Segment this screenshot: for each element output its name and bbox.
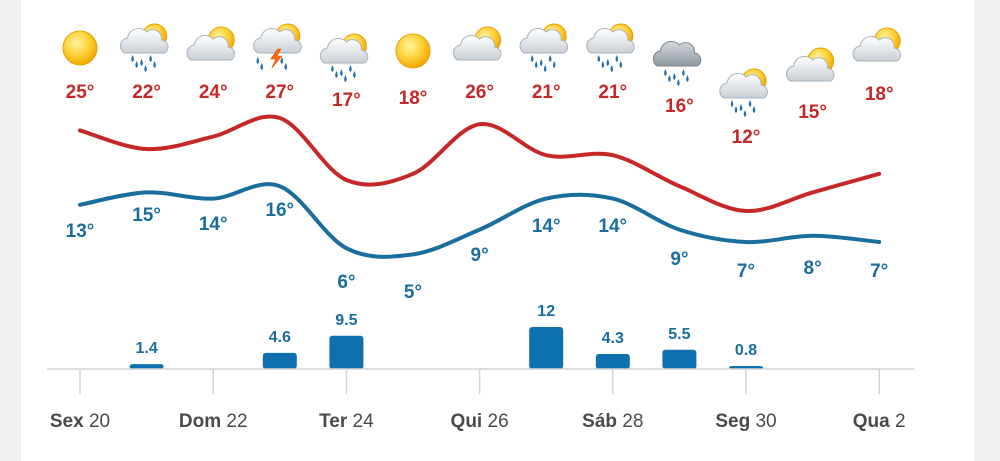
precipitation-bars: 1.4 4.6 9.5 12 4.3 5.5 0.8 <box>129 303 763 369</box>
x-axis: Sex 20 Dom 22 Ter 24 Qui 26 Sáb 28 Seg 30 Qua … <box>47 368 914 432</box>
x-tick-label: Sex 20 <box>50 411 110 432</box>
sun-icon <box>62 30 98 66</box>
series-max-line <box>78 114 882 214</box>
max-temp-label: 12° <box>732 127 761 148</box>
min-temp-label: 14° <box>532 216 561 237</box>
tick-day-number: 24 <box>353 411 375 432</box>
rain-sun-icon <box>519 23 569 72</box>
max-temp-label: 21° <box>598 82 627 103</box>
min-temp-label: 14° <box>199 214 228 235</box>
precip-bar <box>329 335 364 369</box>
min-temp-label: 16° <box>265 200 294 221</box>
temperature-labels: 25° 22° 24° 27° 17° 18° 26° 21° 21° 16° 12° 15° 18° 1… <box>66 82 894 303</box>
cloud-sun-icon <box>452 26 502 61</box>
x-tick-label: Seg 30 <box>715 411 776 432</box>
max-temp-label: 27° <box>265 82 294 103</box>
tick-day-number: 28 <box>622 411 643 432</box>
min-temp-label: 6° <box>337 272 355 293</box>
x-tick-label: Dom 22 <box>179 411 248 432</box>
min-temp-label: 7° <box>870 261 888 282</box>
max-temp-label: 26° <box>465 82 494 103</box>
rain-cloud-icon <box>652 40 702 86</box>
precip-label: 0.8 <box>735 342 757 359</box>
cloud-sun-icon <box>852 27 902 62</box>
max-temp-label: 25° <box>66 82 95 103</box>
max-temp-label: 15° <box>798 102 827 123</box>
tick-day-number: 22 <box>226 411 247 432</box>
forecast-card: 25° 22° 24° 27° 17° 18° 26° 21° 21° 16° 12° 15° 18° 1… <box>21 0 974 461</box>
min-temp-label: 8° <box>804 258 822 279</box>
precip-bar <box>262 352 297 369</box>
precip-label: 4.6 <box>269 329 291 346</box>
rain-sun-icon <box>319 33 369 82</box>
storm-icon <box>253 23 302 70</box>
min-temp-label: 15° <box>132 205 161 226</box>
weather-icons <box>62 23 902 117</box>
sun-icon <box>395 33 431 69</box>
precip-bar <box>129 364 164 369</box>
tick-day-name: Qua <box>853 411 895 432</box>
max-temp-label: 17° <box>332 90 361 111</box>
rain-sun-icon <box>586 23 635 72</box>
precip-label: 5.5 <box>668 326 690 343</box>
tick-day-number: 2 <box>895 411 906 432</box>
series-min-line <box>78 182 882 259</box>
rain-sun-icon <box>119 23 169 72</box>
tick-day-name: Qui <box>451 411 488 432</box>
max-temp-label: 16° <box>665 96 694 117</box>
max-temp-label: 21° <box>532 82 561 103</box>
min-temp-label: 9° <box>670 249 688 270</box>
x-tick-label: Qui 26 <box>451 411 509 432</box>
precip-label: 12 <box>537 303 555 320</box>
max-temp-label: 18° <box>399 88 428 109</box>
cloud-sun-icon <box>785 47 835 82</box>
tick-day-number: 30 <box>755 411 776 432</box>
precip-label: 4.3 <box>602 330 624 347</box>
forecast-chart: 25° 22° 24° 27° 17° 18° 26° 21° 21°16°12°15°18°1… <box>47 23 914 432</box>
tick-day-number: 26 <box>488 411 509 432</box>
precip-label: 1.4 <box>135 340 157 357</box>
tick-day-name: Seg <box>715 411 755 432</box>
cloud-sun-icon <box>186 26 236 61</box>
precip-bar <box>529 327 564 369</box>
max-temp-label: 22° <box>132 82 161 103</box>
tick-day-name: Sex <box>50 411 89 432</box>
x-tick-label: Ter 24 <box>319 411 374 432</box>
rain-sun-icon <box>719 68 768 117</box>
tick-day-name: Ter <box>319 411 352 432</box>
min-temp-label: 5° <box>404 282 422 303</box>
precip-bar <box>595 353 630 369</box>
min-temp-label: 13° <box>66 221 95 242</box>
precip-bar <box>662 349 697 369</box>
precip-label: 9.5 <box>335 312 357 329</box>
x-tick-label: Qua 2 <box>853 411 906 432</box>
x-tick-label: Sáb 28 <box>582 411 643 432</box>
max-temp-label: 18° <box>865 84 894 105</box>
tick-day-name: Sáb <box>582 411 622 432</box>
min-temp-label: 7° <box>737 261 755 282</box>
min-temp-label: 14° <box>598 216 627 237</box>
max-temp-label: 24° <box>199 82 228 103</box>
tick-day-name: Dom <box>179 411 227 432</box>
min-temp-label: 9° <box>471 245 489 266</box>
tick-day-number: 20 <box>89 411 110 432</box>
temperature-lines <box>78 114 882 259</box>
